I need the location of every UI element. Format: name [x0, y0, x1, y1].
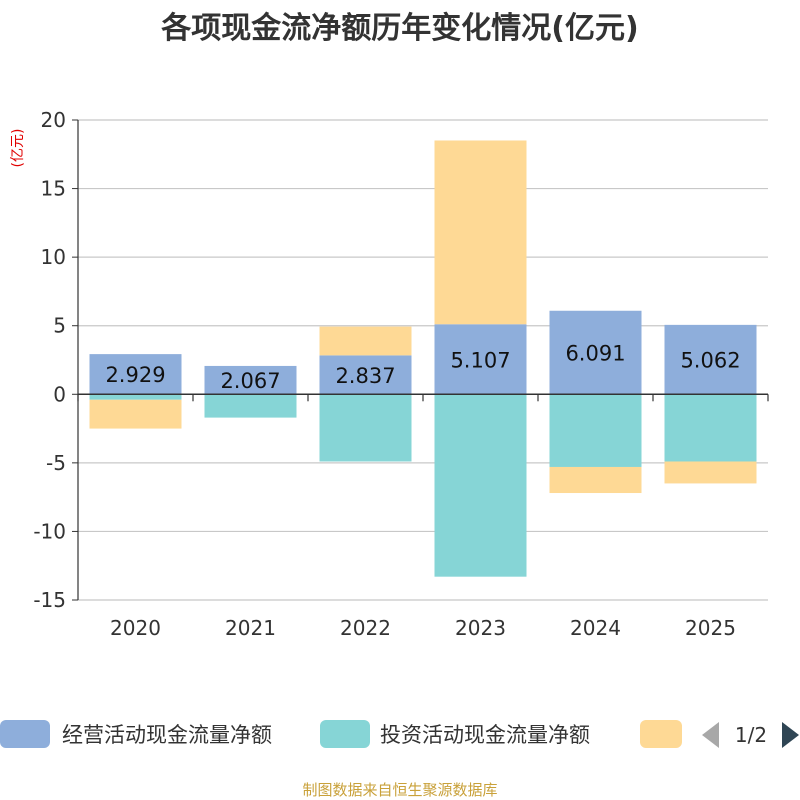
bar-series0-2023[interactable]	[434, 324, 527, 395]
x-tick-label-2023: 2023	[455, 616, 506, 640]
data-label-2023: 5.107	[450, 348, 510, 372]
legend-label-operating: 经营活动现金流量净额	[62, 723, 272, 747]
bar-series1-2020[interactable]	[89, 394, 182, 400]
bar-series0-2024[interactable]	[549, 310, 642, 395]
x-tick-label-2025: 2025	[685, 616, 736, 640]
legend-next-page-icon[interactable]	[782, 722, 799, 748]
data-label-2022: 2.837	[335, 364, 395, 388]
bar-series1-2021[interactable]	[204, 394, 297, 418]
bar-series1-2023[interactable]	[434, 394, 527, 577]
bars	[89, 140, 757, 577]
data-labels: 2.929 2.067 2.837 5.107 6.091 5.062	[105, 342, 740, 394]
y-axis-unit-label: (亿元)	[10, 129, 26, 168]
legend-item-investing[interactable]: 投资活动现金流量净额	[320, 720, 590, 748]
bar-series2-2025[interactable]	[664, 461, 757, 484]
legend-swatch-third	[640, 720, 682, 748]
bar-series2-2020[interactable]	[89, 399, 182, 429]
bar-series1-2022[interactable]	[319, 394, 412, 462]
y-tick-label: 15	[41, 177, 66, 201]
bar-series1-2025[interactable]	[664, 394, 757, 462]
x-tick-label-2021: 2021	[225, 616, 276, 640]
bar-series0-2020[interactable]	[89, 354, 182, 395]
legend-swatch-investing	[320, 720, 370, 748]
bar-series2-2024[interactable]	[549, 466, 642, 494]
y-tick-label: -15	[33, 588, 66, 612]
bar-series0-2022[interactable]	[319, 355, 412, 395]
data-label-2021: 2.067	[220, 369, 280, 393]
y-tick-label: 20	[41, 108, 66, 132]
bar-series2-2022[interactable]	[319, 326, 412, 356]
x-tick-label-2020: 2020	[110, 616, 161, 640]
legend-prev-page-icon[interactable]	[702, 722, 719, 748]
y-tick-label: -5	[46, 451, 66, 475]
legend-swatch-operating	[0, 720, 50, 748]
data-label-2020: 2.929	[105, 363, 165, 387]
legend-item-third[interactable]	[640, 720, 682, 748]
gridlines	[78, 119, 768, 601]
legend-page-indicator: 1/2	[735, 723, 767, 747]
bar-series1-2024[interactable]	[549, 394, 642, 467]
legend-item-operating[interactable]: 经营活动现金流量净额	[0, 720, 272, 748]
x-tick-label-2024: 2024	[570, 616, 621, 640]
y-tick-label: 10	[41, 245, 66, 269]
source-note: 制图数据来自恒生聚源数据库	[302, 781, 497, 799]
chart-title: 各项现金流净额历年变化情况(亿元)	[160, 11, 638, 46]
legend: 经营活动现金流量净额 投资活动现金流量净额 1/2	[0, 720, 799, 748]
bar-series0-2025[interactable]	[664, 324, 757, 395]
y-tick-label: 0	[53, 382, 66, 406]
bar-series2-2023[interactable]	[434, 140, 527, 325]
data-label-2025: 5.062	[680, 349, 740, 373]
x-tick-label-2022: 2022	[340, 616, 391, 640]
axes: 20 15 10 5 0 -5 -10 -15 2020 2021 2022 2023 2024 2025	[33, 108, 769, 640]
bar-series0-2021[interactable]	[204, 365, 297, 395]
legend-label-investing: 投资活动现金流量净额	[380, 723, 590, 747]
y-tick-label: 5	[53, 314, 66, 338]
data-label-2024: 6.091	[565, 342, 625, 366]
y-tick-label: -10	[33, 519, 66, 543]
